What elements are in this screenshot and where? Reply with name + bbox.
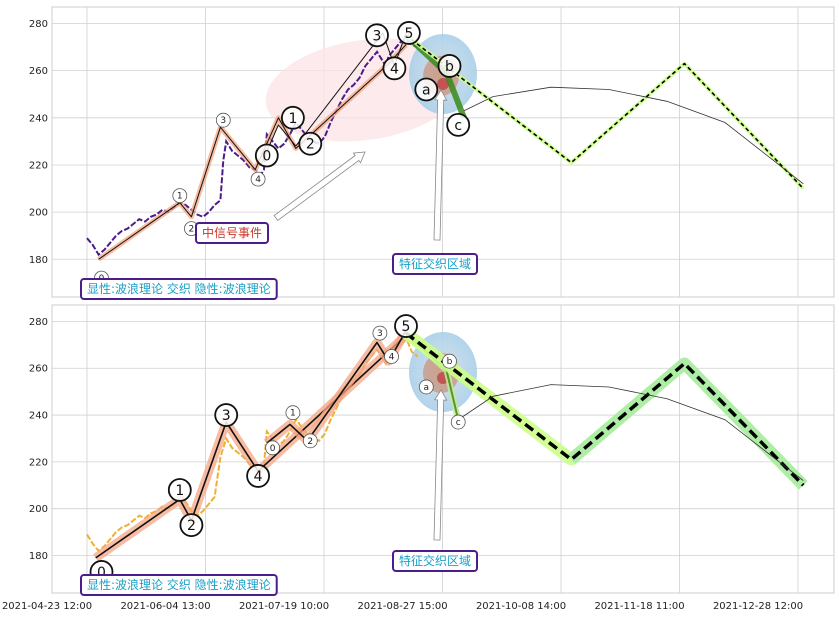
panel-bottom: 180 200 220 240 260 280 0 1 2 3 4 a b c 0 1 2 3 4 5 显性:波浪理论 …: [29, 304, 835, 596]
wave-label-small-marker: [450, 414, 466, 430]
wave-label-big: 2: [306, 137, 315, 153]
y-tick-label: 260: [29, 364, 48, 375]
zone-core: [437, 78, 449, 90]
wave-label-small-marker: [250, 171, 266, 187]
wave-label-small: 3: [220, 116, 226, 126]
wave-label-big-marker: [254, 143, 279, 168]
y-tick-label: 220: [29, 457, 48, 468]
wave-label-big-marker: [446, 112, 471, 137]
badge-theory: [80, 574, 278, 596]
wave-label-big: 0: [262, 149, 271, 165]
wave-label-big: 4: [254, 469, 263, 485]
wave-line: [95, 334, 407, 559]
badge-theory-text: 显性:波浪理论 交织 隐性:波浪理论: [87, 281, 271, 296]
zone-arrow: [433, 389, 448, 541]
x-tick-label: 2021-11-18 11:00: [594, 601, 684, 612]
y-tick-label: 260: [29, 66, 48, 77]
wave-label-big-marker: [280, 105, 305, 130]
wave-label-big-marker: [365, 23, 389, 48]
wave-label-small-marker: [302, 433, 318, 449]
wave-label-small: a: [424, 383, 430, 393]
y-tick-label: 200: [29, 504, 48, 515]
wave-label-big-marker: [414, 77, 439, 102]
wave-label-big-marker: [382, 56, 407, 81]
wave-label-big: 4: [390, 61, 399, 77]
signal-arrow: [273, 151, 366, 221]
wave-label-small-marker: [215, 112, 231, 128]
wave-label-small-marker: [265, 440, 281, 456]
wave-label-big: 1: [288, 111, 297, 127]
y-tick-label: 180: [29, 255, 48, 266]
wave-label-small: 2: [189, 225, 195, 235]
wave-label-small: 2: [307, 437, 313, 447]
badge-zone: [392, 253, 479, 275]
badge-theory: [80, 278, 278, 300]
badge-zone: [392, 550, 479, 572]
wave-label-big-marker: [396, 21, 421, 45]
wave-label-big-marker: [167, 478, 192, 502]
wave-line: [98, 44, 407, 260]
panel-top: 18020022024026028001234012345abc显性:波浪理论 …: [29, 6, 835, 300]
wave-label-big: b: [445, 59, 454, 75]
y-tick-label: 220: [29, 160, 48, 171]
wave-label-small-marker: [172, 188, 188, 204]
forecast-path: [404, 331, 805, 487]
wave-label-small: 4: [255, 175, 261, 185]
x-tick-label: 2021-08-27 15:00: [357, 601, 447, 612]
wave-label-big-marker: [179, 513, 204, 537]
projection-arc: [457, 384, 804, 481]
wave-label-big-marker: [437, 54, 462, 78]
badge-signal-text: 中信号事件: [202, 225, 262, 240]
y-tick-label: 280: [29, 317, 48, 328]
badge-zone-text: 特征交织区域: [399, 553, 471, 568]
wave-label-big: 5: [402, 319, 411, 335]
wave-label-small-marker: [384, 349, 399, 364]
wave-label-big: 3: [222, 408, 231, 424]
badge-zone-text: 特征交织区域: [399, 256, 471, 271]
wave-label-big: 3: [373, 28, 382, 44]
wave-label-big-marker: [246, 464, 271, 488]
wave-label-big: 2: [187, 518, 196, 534]
zone-arrow: [433, 89, 448, 241]
y-tick-label: 200: [29, 208, 48, 219]
badge-signal: [195, 222, 270, 244]
forecast-path: [405, 34, 804, 190]
wave-label-small-marker: [442, 353, 457, 369]
wave-label-small: 4: [389, 353, 395, 363]
wave-label-small-marker: [285, 405, 301, 421]
y-tick-label: 280: [29, 19, 48, 30]
wave-label-small: 1: [177, 192, 183, 202]
y-tick-label: 240: [29, 113, 48, 124]
wave-label-big: c: [454, 118, 462, 134]
y-tick-label: 240: [29, 411, 48, 422]
wave-label-big: 0: [97, 565, 106, 581]
x-axis: 2021-04-23 12:00 2021-06-04 13:00 2021-07-…: [2, 601, 803, 612]
wave-label-big: 5: [404, 26, 413, 42]
x-tick-label: 2021-04-23 12:00: [2, 601, 92, 612]
wave-label-small: 3: [377, 329, 383, 339]
wave-label-big-marker: [214, 403, 239, 427]
x-tick-label: 2021-07-19 10:00: [239, 601, 329, 612]
projection-arc: [463, 86, 804, 185]
y-tick-label: 180: [29, 551, 48, 562]
wave-label-big-marker: [298, 131, 323, 156]
wave-label-big: a: [422, 83, 431, 99]
x-tick-label: 2021-10-08 14:00: [476, 601, 566, 612]
wave-label-big: 1: [175, 483, 184, 499]
wave-label-small-marker: [418, 379, 434, 395]
wave-label-small-marker: [372, 325, 388, 341]
wave-label-big-marker: [394, 314, 418, 338]
wave-label-small: 1: [290, 409, 296, 419]
wave-label-small: 0: [270, 444, 276, 454]
x-tick-label: 2021-12-28 12:00: [713, 601, 803, 612]
wave-label-small: b: [447, 357, 453, 367]
x-tick-label: 2021-06-04 13:00: [120, 601, 210, 612]
wave-label-small: c: [456, 418, 461, 428]
badge-theory-text: 显性:波浪理论 交织 隐性:波浪理论: [87, 577, 271, 592]
